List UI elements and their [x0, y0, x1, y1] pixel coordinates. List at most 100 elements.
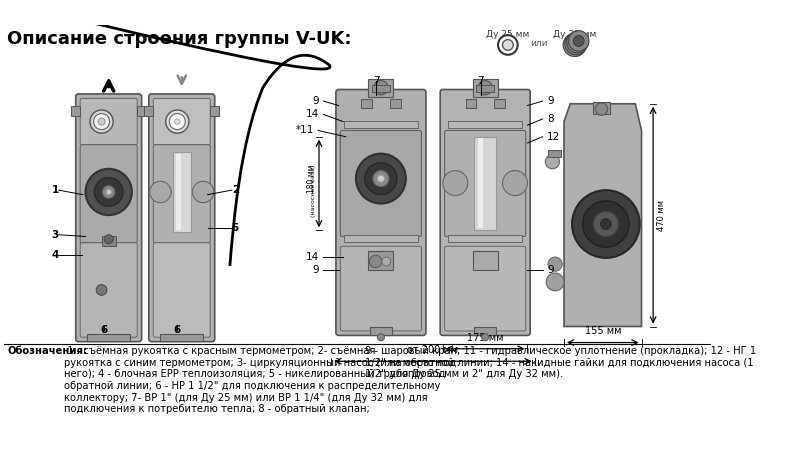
FancyBboxPatch shape [80, 243, 137, 337]
Bar [71, 106, 80, 116]
Text: 9 - шаровый кран; 11 - гидравлическое уплотнение (прокладка); 12 - НГ 1
1/2" на : 9 - шаровый кран; 11 - гидравлическое уп… [366, 346, 756, 379]
Circle shape [583, 201, 629, 247]
Text: 8: 8 [547, 114, 553, 124]
Circle shape [90, 110, 113, 133]
Text: 12: 12 [547, 132, 561, 142]
Bar [160, 333, 203, 341]
Text: *11: *11 [295, 126, 314, 135]
Bar [173, 152, 191, 232]
Circle shape [374, 80, 388, 95]
Bar [344, 235, 418, 242]
Circle shape [95, 178, 123, 206]
FancyBboxPatch shape [153, 243, 210, 337]
Bar [87, 333, 130, 341]
Text: 6: 6 [100, 325, 108, 335]
Text: Обозначения:: Обозначения: [7, 346, 87, 356]
FancyBboxPatch shape [444, 246, 525, 331]
Circle shape [365, 163, 397, 195]
Text: Описание строения группы V-UK:: Описание строения группы V-UK: [7, 30, 351, 48]
Text: 9: 9 [547, 96, 553, 106]
Circle shape [567, 32, 588, 53]
Circle shape [378, 175, 384, 182]
Circle shape [175, 119, 180, 124]
Text: 155 мм: 155 мм [585, 326, 621, 336]
Circle shape [546, 273, 564, 291]
Circle shape [565, 33, 587, 55]
Circle shape [573, 35, 584, 46]
Bar [548, 150, 561, 157]
Text: 14: 14 [306, 252, 319, 262]
Text: 1 - съёмная рукоятка с красным термометром; 2- съёмная
рукоятка с синим термомет: 1 - съёмная рукоятка с красным термометр… [64, 346, 456, 414]
Circle shape [545, 154, 560, 169]
Text: 1: 1 [51, 185, 59, 195]
Circle shape [563, 33, 586, 57]
Bar [593, 102, 610, 114]
Bar [144, 106, 153, 116]
Circle shape [569, 31, 589, 51]
Text: от 200 мм: от 200 мм [407, 345, 459, 355]
FancyBboxPatch shape [444, 131, 525, 237]
Text: 3: 3 [51, 230, 59, 240]
Bar [372, 85, 390, 92]
Circle shape [192, 181, 214, 203]
Circle shape [595, 103, 608, 115]
Circle shape [94, 113, 110, 130]
Text: 9: 9 [547, 266, 553, 275]
Circle shape [548, 257, 562, 271]
Text: Ду 32 мм: Ду 32 мм [553, 30, 597, 39]
Circle shape [572, 37, 583, 48]
Bar [371, 327, 391, 334]
Circle shape [443, 171, 468, 195]
Circle shape [503, 171, 528, 195]
Circle shape [98, 118, 105, 125]
Bar [475, 137, 496, 230]
Bar [478, 139, 484, 228]
Circle shape [570, 38, 582, 50]
Bar [494, 100, 504, 108]
Bar [210, 106, 219, 116]
Circle shape [378, 333, 384, 341]
Circle shape [150, 181, 171, 203]
Bar [344, 121, 418, 128]
FancyBboxPatch shape [75, 94, 142, 342]
Text: 6: 6 [174, 325, 181, 335]
Circle shape [96, 285, 107, 295]
Bar [475, 327, 496, 334]
Bar [448, 235, 522, 242]
Circle shape [498, 35, 517, 55]
Bar [472, 79, 497, 97]
Bar [368, 251, 394, 270]
Bar [362, 100, 372, 108]
Circle shape [569, 39, 581, 51]
Circle shape [593, 212, 618, 237]
Bar [465, 100, 476, 108]
Circle shape [373, 171, 389, 186]
Bar [390, 100, 400, 108]
Circle shape [86, 169, 132, 215]
FancyBboxPatch shape [153, 145, 210, 243]
FancyBboxPatch shape [340, 131, 421, 237]
Bar [472, 251, 497, 270]
Text: 175 мм: 175 мм [467, 332, 504, 343]
Circle shape [169, 113, 185, 130]
Text: 4: 4 [51, 250, 59, 260]
Circle shape [104, 235, 113, 244]
FancyBboxPatch shape [340, 246, 421, 331]
Text: 14: 14 [306, 109, 319, 120]
Polygon shape [564, 104, 642, 326]
Bar [102, 236, 115, 246]
FancyBboxPatch shape [153, 99, 210, 145]
Text: 2: 2 [232, 185, 239, 195]
Text: Ду 25 мм: Ду 25 мм [486, 30, 529, 39]
Text: 180 мм: 180 мм [307, 165, 316, 193]
FancyBboxPatch shape [336, 89, 426, 335]
Text: 470 мм: 470 мм [657, 199, 666, 231]
Bar [368, 79, 394, 97]
FancyBboxPatch shape [80, 145, 137, 243]
Text: 9: 9 [312, 96, 319, 106]
Bar [137, 106, 146, 116]
Circle shape [103, 186, 115, 198]
Circle shape [478, 80, 492, 95]
Bar [176, 153, 181, 230]
Circle shape [106, 189, 111, 195]
